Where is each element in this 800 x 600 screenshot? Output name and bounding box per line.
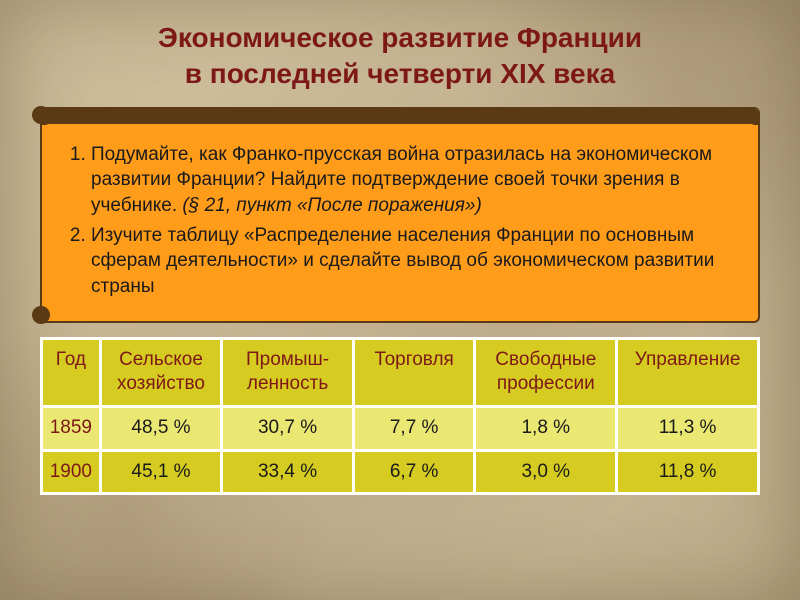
table-cell: 1900 <box>42 450 101 494</box>
slide-title: Экономическое развитие Франции в последн… <box>40 20 760 93</box>
table-header: Свободные профессии <box>475 338 617 406</box>
table-cell: 1,8 % <box>475 407 617 451</box>
table-header: Год <box>42 338 101 406</box>
question-inner: Подумайте, как Франко-прусская война отр… <box>45 124 755 318</box>
question-item: Изучите таблицу «Распределение населения… <box>91 223 735 300</box>
table-cell: 11,8 % <box>617 450 759 494</box>
data-table: Год Сельское хозяйство Промыш-ленность Т… <box>40 337 760 496</box>
table-header: Торговля <box>353 338 475 406</box>
question-item: Подумайте, как Франко-прусская война отр… <box>91 142 735 219</box>
slide-content: Экономическое развитие Франции в последн… <box>0 0 800 515</box>
table-header-row: Год Сельское хозяйство Промыш-ленность Т… <box>42 338 759 406</box>
table-cell: 45,1 % <box>100 450 222 494</box>
table-cell: 1859 <box>42 407 101 451</box>
title-line-2: в последней четверти XIX века <box>185 58 615 89</box>
title-line-1: Экономическое развитие Франции <box>158 22 642 53</box>
table-cell: 3,0 % <box>475 450 617 494</box>
table-cell: 33,4 % <box>222 450 354 494</box>
table-header: Сельское хозяйство <box>100 338 222 406</box>
question-list: Подумайте, как Франко-прусская война отр… <box>65 142 735 300</box>
table-cell: 48,5 % <box>100 407 222 451</box>
question-scroll-box: Подумайте, как Франко-прусская война отр… <box>40 107 760 323</box>
table-cell: 30,7 % <box>222 407 354 451</box>
table-header: Промыш-ленность <box>222 338 354 406</box>
scroll-ornament-icon <box>32 306 50 324</box>
table-cell: 7,7 % <box>353 407 475 451</box>
table-cell: 11,3 % <box>617 407 759 451</box>
table-header: Управление <box>617 338 759 406</box>
table-row: 1859 48,5 % 30,7 % 7,7 % 1,8 % 11,3 % <box>42 407 759 451</box>
table-cell: 6,7 % <box>353 450 475 494</box>
question-text: Изучите таблицу «Распределение населения… <box>91 225 714 297</box>
table-row: 1900 45,1 % 33,4 % 6,7 % 3,0 % 11,8 % <box>42 450 759 494</box>
scroll-ornament-icon <box>32 106 50 124</box>
question-emphasis: (§ 21, пункт «После поражения») <box>182 195 481 216</box>
